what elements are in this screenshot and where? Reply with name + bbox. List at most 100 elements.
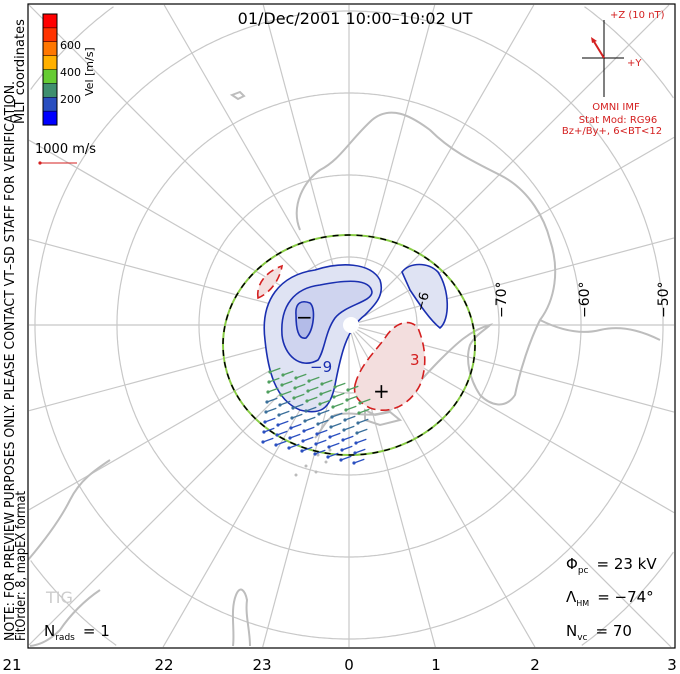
velocity-vector-origin [302, 429, 306, 433]
n-vc-sub: vc [577, 633, 587, 643]
velocity-vector-origin [287, 446, 291, 450]
velocity-vector [268, 377, 280, 383]
svg-text:ΛHM= −74°: ΛHM = −74° [566, 588, 654, 608]
mlt-meridian [348, 4, 535, 326]
lambda-hm-sub: HM [576, 599, 589, 608]
velocity-vector [265, 407, 277, 413]
colorbar-swatch [42, 83, 58, 98]
phi-pc-value: = 23 kV [596, 555, 657, 573]
velocity-vector-origin [304, 464, 308, 468]
velocity-vector [301, 446, 313, 452]
velocity-vector-origin [304, 409, 308, 413]
velocity-vector [334, 382, 346, 388]
velocity-vector [328, 442, 340, 448]
svg-text:Φpc= 23 kV: Φpc = 23 kV [566, 555, 657, 576]
velocity-vector-origin [330, 415, 334, 419]
velocity-vector [292, 403, 304, 409]
velocity-vector [262, 437, 274, 443]
colorbar-swatch [42, 41, 58, 57]
velocity-vector [318, 409, 330, 415]
velocity-vector-origin [326, 455, 330, 459]
velocity-vector [319, 399, 331, 405]
velocity-vector-origin [318, 402, 322, 406]
velocity-vector [331, 412, 343, 418]
colorbar-tick: 400 [60, 66, 81, 79]
mlt-meridian [348, 136, 675, 326]
velocity-vector [275, 440, 287, 446]
velocity-vector [340, 455, 352, 461]
n-rads-value: = 1 [83, 622, 110, 640]
colorbar-label: Vel [m/s] [83, 47, 96, 96]
velocity-vector-origin [294, 473, 298, 477]
colorbar-swatch [42, 27, 58, 43]
velocity-vector-origin [281, 373, 285, 377]
velocity-vector-origin [339, 458, 343, 462]
velocity-vector-origin [314, 442, 318, 446]
velocity-vector-origin [280, 383, 284, 387]
n-vc-symbol: N [566, 622, 577, 640]
velocity-vector [344, 415, 356, 421]
velocity-vector-origin [293, 386, 297, 390]
velocity-vector-origin [261, 440, 265, 444]
velocity-vector-origin [328, 435, 332, 439]
velocity-vector [279, 400, 291, 406]
velocity-vector-origin [346, 388, 350, 392]
velocity-vector [269, 367, 281, 373]
velocity-vector-origin [289, 426, 293, 430]
velocity-vector-origin [320, 382, 324, 386]
phi-pc-symbol: Φ [566, 555, 578, 573]
velocity-vector-origin [345, 398, 349, 402]
mlt-meridian [348, 4, 670, 326]
velocity-vector-origin [291, 406, 295, 410]
svg-text:Nrads= 1: Nrads = 1 [44, 622, 110, 643]
fit-info: FitOrder: 8, mapEX format [14, 491, 29, 641]
velocity-vector-origin [265, 400, 269, 404]
mlt-label: 23 [252, 656, 271, 674]
velocity-vector [355, 438, 367, 444]
colorbar-swatch [42, 110, 58, 126]
velocity-vector [289, 433, 301, 439]
velocity-vector-origin [274, 443, 278, 447]
velocity-vector-origin [278, 403, 282, 407]
velocity-vector-origin [357, 411, 361, 415]
n-rads-sub: rads [55, 633, 75, 643]
imf-source: OMNI IMF [592, 102, 640, 113]
latitude-circle [30, 6, 674, 646]
velocity-vector-origin [340, 448, 344, 452]
plot-frame [27, 3, 676, 649]
velocity-vector-origin [317, 412, 321, 416]
velocity-vector [354, 448, 366, 454]
imf-y-label: +Y [627, 58, 642, 69]
velocity-vector-origin [314, 470, 318, 474]
velocity-vector [281, 380, 293, 386]
velocity-vector [342, 435, 354, 441]
velocity-vector [291, 413, 303, 419]
velocity-vector [266, 397, 278, 403]
velocity-vector [288, 443, 300, 449]
velocity-vector-origin [292, 396, 296, 400]
velocity-vector-origin [356, 421, 360, 425]
velocity-vector-origin [301, 439, 305, 443]
imf-z-label: +Z (10 nT) [610, 10, 665, 21]
magnetic-pole-marker [343, 317, 359, 333]
velocity-vector-origin [264, 410, 268, 414]
velocity-vector [327, 452, 339, 458]
velocity-vector-origin [316, 422, 320, 426]
velocity-vector-origin [316, 453, 320, 457]
velocity-vector-origin [305, 399, 309, 403]
velocity-vector [332, 402, 344, 408]
mlt-label: 22 [154, 656, 173, 674]
velocity-vector [321, 379, 333, 385]
imf-dial: +Z (10 nT) +Y OMNI IMF Stat Mod: RG96 Bz… [562, 10, 665, 137]
velocity-vector-origin [354, 441, 358, 445]
plot-title: 01/Dec/2001 10:00–10:02 UT [238, 9, 473, 28]
vector-scale-label: 1000 m/s [35, 142, 96, 157]
mlt-label: 1 [431, 656, 441, 674]
velocity-vector [330, 422, 342, 428]
velocity-vector [306, 396, 318, 402]
velocity-vector [314, 449, 326, 455]
colorbar-swatch [42, 69, 58, 84]
velocity-vector-origin [279, 393, 283, 397]
velocity-vector [295, 373, 307, 379]
velocity-vector-origin [344, 408, 348, 412]
